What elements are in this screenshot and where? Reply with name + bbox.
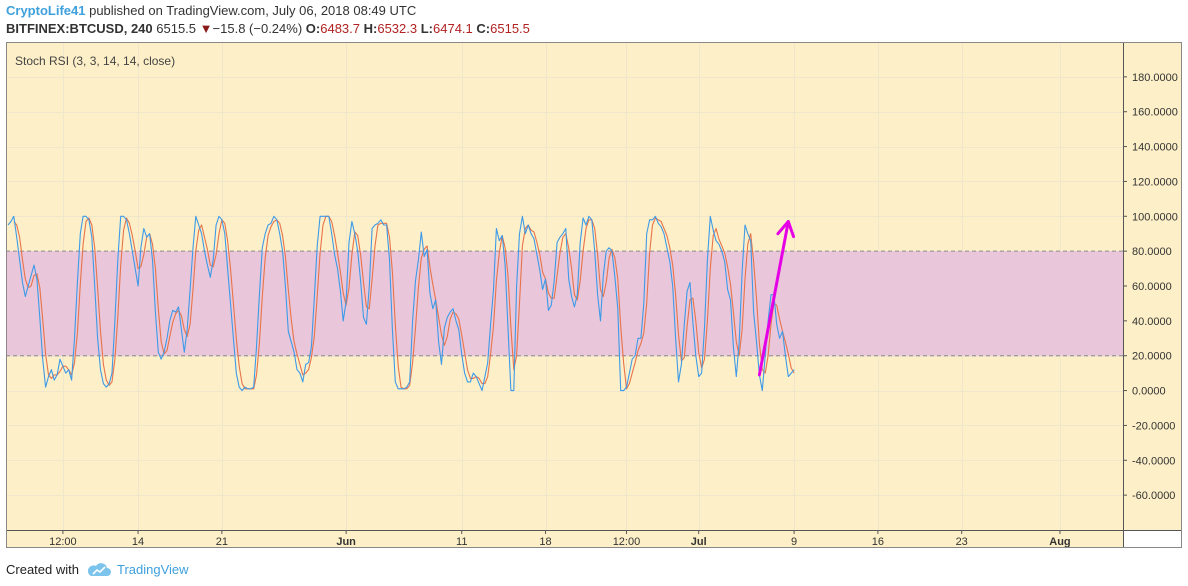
overbought-oversold-band: [6, 250, 1123, 357]
annotations: [757, 220, 796, 377]
close-value: 6515.5: [490, 21, 530, 36]
open-value: 6483.7: [320, 21, 360, 36]
high-value: 6532.3: [377, 21, 418, 36]
series-lines: [7, 215, 795, 392]
x-tick-label: 18: [539, 536, 551, 548]
chart-frame[interactable]: 180.0000 160.0000 140.0000 120.0000 100.0000…: [6, 42, 1182, 548]
y-tick-label: 40.0000: [1132, 316, 1172, 328]
y-tick-label: 140.0000: [1132, 142, 1178, 154]
low-value: 6474.1: [433, 21, 473, 36]
publish-line: CryptoLife41 published on TradingView.co…: [6, 3, 416, 19]
x-tick-label: 9: [791, 536, 797, 548]
y-tick-label: 180.0000: [1132, 72, 1178, 84]
y-tick-label: 20.0000: [1132, 351, 1172, 363]
x-tick-label: Jul: [691, 536, 707, 548]
x-tick-label: 23: [956, 536, 968, 548]
y-tick-label: -20.0000: [1132, 420, 1175, 432]
close-label: C:: [476, 21, 491, 36]
chart-outer-border: [6, 42, 1182, 548]
time-scale[interactable]: [6, 530, 1123, 548]
price-change: −15.8 (−0.24%): [212, 21, 303, 36]
x-tick-label: Aug: [1049, 536, 1070, 548]
y-tick-label: 120.0000: [1132, 176, 1178, 188]
x-axis-ticks: 12:00 14 21 Jun 11 18 12:00 Jul 9 16 23 Aug: [49, 530, 1071, 548]
author-link[interactable]: CryptoLife41: [6, 3, 86, 18]
open-label: O:: [305, 21, 321, 36]
x-tick-label: 14: [132, 536, 144, 548]
footer: Created with TradingView: [6, 560, 189, 580]
x-tick-label: 21: [216, 536, 228, 548]
band-fill: [6, 251, 1123, 356]
y-tick-label: -60.0000: [1132, 490, 1175, 502]
tradingview-brand-link[interactable]: TradingView: [116, 562, 189, 577]
k-line: [7, 215, 795, 392]
tradingview-cloud-icon[interactable]: [87, 563, 111, 577]
last-price: 6515.5: [156, 21, 197, 36]
price-scale[interactable]: [1123, 42, 1182, 530]
y-tick-label: 160.0000: [1132, 107, 1178, 119]
arrow-head: [776, 220, 796, 239]
y-tick-label: 60.0000: [1132, 281, 1172, 293]
x-tick-label: 11: [456, 536, 467, 548]
high-label: H:: [363, 21, 378, 36]
x-tick-label: 12:00: [613, 536, 641, 548]
symbol-line: BITFINEX:BTCUSD, 240 6515.5 ▼−15.8 (−0.2…: [6, 21, 530, 37]
y-tick-label: -40.0000: [1132, 455, 1175, 467]
arrow-shaft: [757, 220, 790, 377]
x-tick-label: 16: [872, 536, 884, 548]
created-with-label: Created with: [6, 562, 79, 577]
x-tick-label: Jun: [336, 536, 356, 548]
chart-title: Stoch RSI (3, 3, 14, 14, close): [15, 54, 175, 68]
down-triangle-icon: ▼: [199, 21, 213, 36]
published-text: published on TradingView.com, July 06, 2…: [89, 3, 417, 18]
low-label: L:: [420, 21, 434, 36]
y-tick-label: 80.0000: [1132, 246, 1172, 258]
x-tick-label: 12:00: [49, 536, 77, 548]
stoch-rsi-chart[interactable]: 180.0000160.0000140.0000120.0000100.0000…: [6, 42, 1182, 548]
y-tick-label: 0.0000: [1132, 386, 1166, 398]
y-tick-label: 100.0000: [1132, 211, 1178, 223]
symbol-label: BITFINEX:BTCUSD, 240: [6, 21, 153, 36]
y-axis-ticks: 180.0000 160.0000 140.0000 120.0000 100.0000…: [1123, 72, 1178, 502]
